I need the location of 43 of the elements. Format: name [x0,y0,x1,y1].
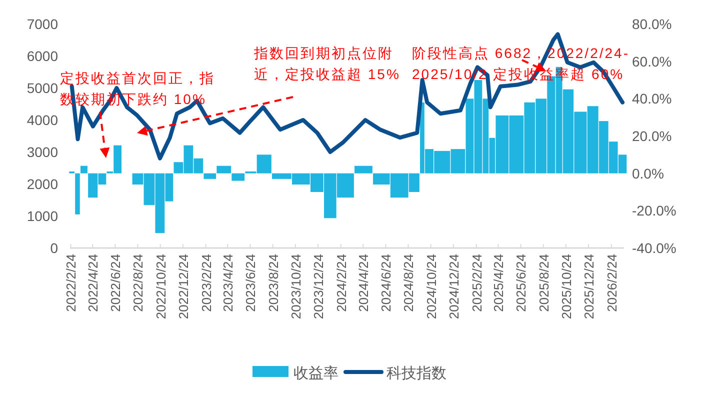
y-tick-label: 2000 [26,176,58,192]
x-tick-label: 2023/12/24 [310,254,326,320]
x-tick-label: 2025/2/24 [469,254,484,312]
x-tick-label: 2025/8/24 [536,254,552,312]
y2-tick-label: 60.0% [632,53,672,70]
y-tick-label: 0 [50,240,58,256]
y-tick-label: 4000 [26,112,58,128]
x-tick-label: 2023/8/24 [266,254,281,312]
legend-label: 收益率 [294,365,338,382]
x-tick-label: 2023/4/24 [220,254,236,312]
y2-tick-label: 40.0% [632,90,672,107]
x-tick-label: 2025/4/24 [491,254,506,312]
x-tick-label: 2022/2/24 [64,254,79,312]
y-tick-label: 3000 [26,144,58,160]
x-tick-label: 2024/6/24 [378,254,394,312]
annotation: 指数回到期初点位附近，定投收益超 15% [254,44,402,84]
x-tick-label: 2024/8/24 [401,254,416,312]
x-tick-label: 2024/4/24 [356,254,372,312]
x-tick-label: 2025/12/24 [581,254,596,320]
legend-label: 科技指数 [386,365,446,382]
y-tick-label: 5000 [26,80,58,96]
y-tick-label: 6000 [26,48,58,64]
x-tick-label: 2024/10/24 [424,254,439,320]
x-tick-label: 2023/6/24 [243,254,258,312]
x-tick-label: 2023/10/24 [288,254,304,320]
x-tick-label: 2023/2/24 [198,254,214,312]
x-tick-label: 2024/2/24 [334,254,349,312]
x-tick-label: 2022/12/24 [176,254,191,320]
y2-tick-label: -40.0% [632,240,676,256]
x-tick-label: 2025/10/24 [558,254,574,320]
y2-tick-label: 0.0% [632,165,664,182]
y2-tick-label: 20.0% [632,128,672,144]
x-tick-label: 2026/2/24 [604,254,620,312]
x-tick-label: 2022/6/24 [108,254,124,312]
y2-tick-label: -20.0% [632,202,676,219]
y-tick-label: 7000 [26,16,58,32]
x-tick-label: 2022/8/24 [130,254,146,312]
x-tick-label: 2022/10/24 [153,254,168,320]
y2-tick-label: 80.0% [632,16,672,32]
y-tick-label: 1000 [26,208,58,224]
x-tick-label: 2025/6/24 [514,254,529,312]
x-tick-label: 2022/4/24 [86,254,101,312]
x-tick-label: 2024/12/24 [446,254,462,320]
